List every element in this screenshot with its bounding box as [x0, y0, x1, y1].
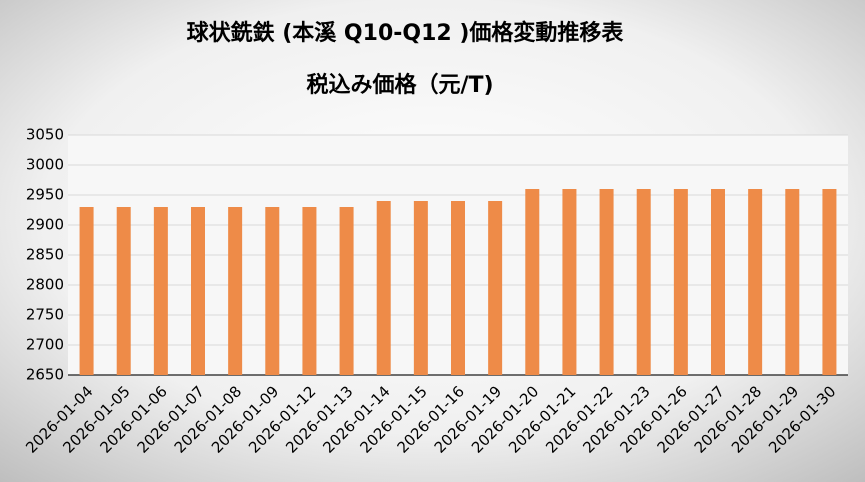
bar — [673, 189, 688, 375]
bar — [302, 207, 317, 375]
y-tick-label: 2950 — [26, 186, 64, 204]
chart-subtitle: 税込み価格（元/T) — [306, 72, 493, 98]
y-tick-label: 2900 — [26, 216, 64, 234]
bar — [153, 207, 168, 375]
bar — [339, 207, 354, 375]
y-tick-label: 3050 — [26, 126, 64, 144]
bar — [636, 189, 651, 375]
bar — [265, 207, 280, 375]
chart-title: 球状銑鉄 (本溪 Q10-Q12 )価格変動推移表 — [187, 20, 625, 46]
bar — [413, 201, 428, 375]
bar — [748, 189, 763, 375]
bar — [116, 207, 131, 375]
bar — [711, 189, 725, 375]
y-tick-label: 2850 — [26, 246, 64, 264]
bar — [785, 189, 800, 375]
bar — [599, 189, 614, 375]
bar — [822, 189, 837, 375]
y-tick-label: 2650 — [26, 366, 64, 384]
bar — [228, 207, 243, 375]
y-tick-label: 2800 — [26, 276, 64, 294]
y-tick-label: 3000 — [26, 156, 64, 174]
bar — [488, 201, 503, 375]
y-tick-label: 2700 — [26, 336, 64, 354]
bar — [525, 189, 540, 375]
bar — [191, 207, 205, 375]
bar — [376, 201, 391, 375]
bar — [79, 207, 94, 375]
y-tick-label: 2750 — [26, 306, 64, 324]
bar — [562, 189, 577, 375]
bar — [451, 201, 465, 375]
